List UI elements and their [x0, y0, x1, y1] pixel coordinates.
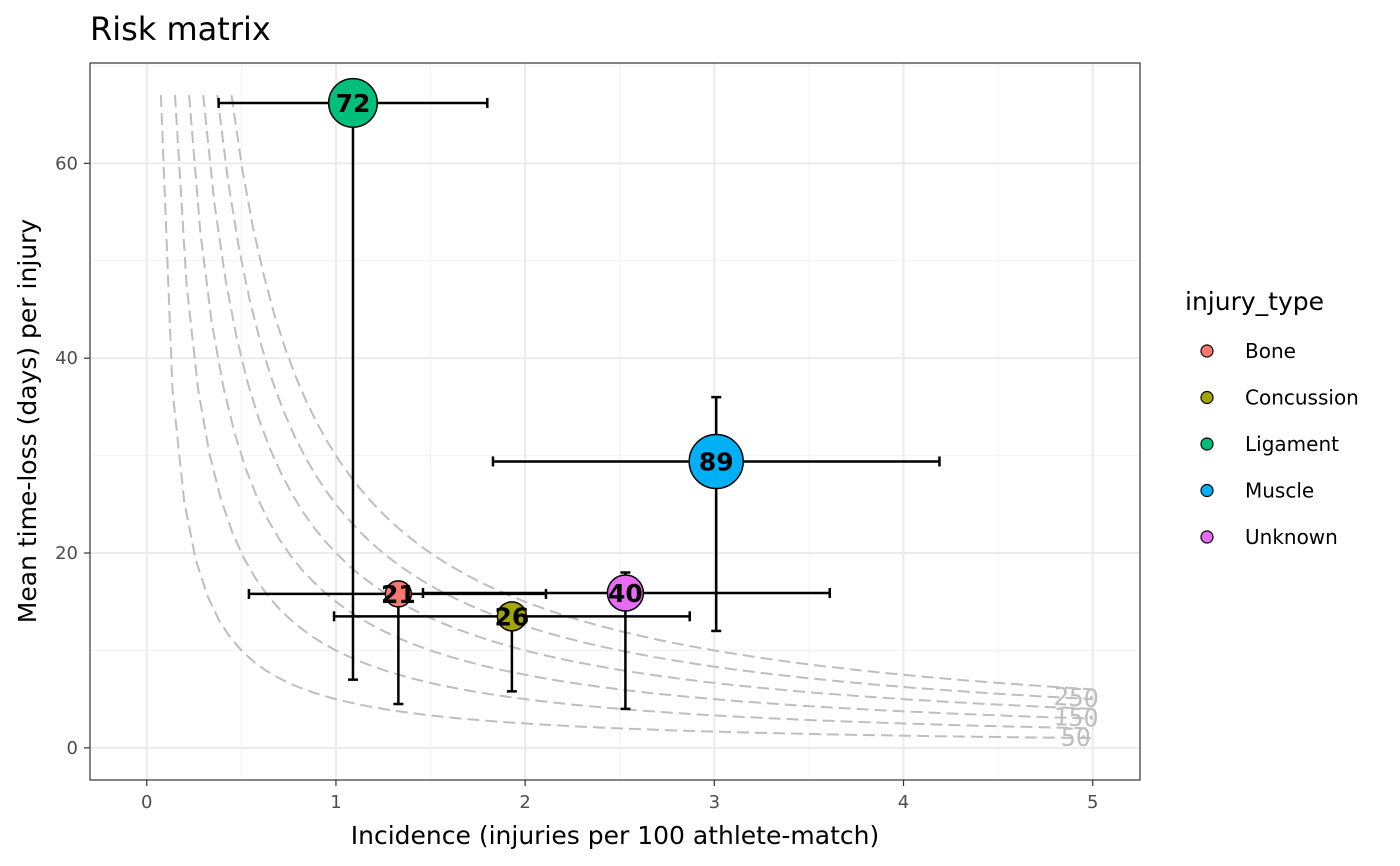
iso-curve: [188, 95, 1093, 720]
x-tick-label: 2: [519, 792, 530, 813]
iso-curve: [174, 95, 1093, 730]
y-tick-label: 20: [55, 543, 78, 564]
grid-major: [90, 63, 1140, 780]
legend: injury_type Bone Concussion Ligament Muscle…: [1185, 287, 1359, 549]
data-points: [327, 77, 744, 632]
y-tick-label: 60: [55, 153, 78, 174]
legend-key-muscle: [1200, 483, 1214, 498]
iso-label: 250: [1053, 682, 1100, 713]
x-tick-label: 4: [898, 792, 909, 813]
legend-key-unknown: [1200, 530, 1214, 544]
legend-label-unknown: Unknown: [1245, 525, 1338, 549]
iso-curve: [216, 94, 1093, 701]
legend-label-muscle: Muscle: [1245, 479, 1314, 503]
iso-label: 50: [1061, 723, 1091, 752]
iso-label: 150: [1053, 702, 1099, 732]
point-label-ligament: 72: [336, 89, 371, 118]
plot-background: [90, 63, 1140, 780]
legend-title: injury_type: [1185, 287, 1324, 316]
iso-curve: [230, 94, 1093, 691]
y-tick-label: 0: [67, 738, 78, 759]
point-muscle: [688, 433, 744, 490]
x-axis-title: Incidence (injuries per 100 athlete-matc…: [351, 821, 879, 850]
point-label-unknown: 40: [608, 579, 643, 608]
legend-label-ligament: Ligament: [1245, 432, 1339, 456]
y-axis: 0 20 40 60: [55, 153, 90, 759]
point-label-bone: 21: [381, 580, 416, 609]
y-axis-title: Mean time-loss (days) per injury: [13, 219, 42, 624]
legend-key-ligament: [1200, 437, 1214, 451]
point-ligament: [327, 77, 379, 128]
point-label-concussion: 26: [494, 602, 529, 631]
point-labels: 21 26 72 89 40: [336, 89, 734, 631]
point-unknown: [606, 574, 645, 612]
legend-key-bone: [1200, 344, 1214, 358]
x-axis: 0 1 2 3 4 5: [141, 780, 1098, 813]
iso-curve: [159, 95, 1093, 740]
point-bone: [384, 580, 413, 608]
x-tick-label: 3: [709, 792, 720, 813]
point-concussion: [496, 601, 528, 632]
x-tick-label: 1: [330, 792, 341, 813]
chart-title: Risk matrix: [90, 10, 271, 48]
point-label-muscle: 89: [699, 447, 734, 476]
x-tick-label: 0: [141, 792, 152, 813]
legend-key-concussion: [1200, 390, 1214, 405]
x-tick-label: 5: [1087, 792, 1098, 813]
iso-burden-curves: [159, 94, 1093, 740]
legend-label-bone: Bone: [1245, 339, 1296, 363]
grid-minor: [90, 63, 1140, 780]
plot-border: [89, 62, 1141, 781]
legend-label-concussion: Concussion: [1245, 386, 1359, 410]
y-tick-label: 40: [55, 348, 78, 369]
legend-items: Bone Concussion Ligament Muscle Unknown: [1200, 339, 1359, 549]
iso-curve: [202, 94, 1093, 710]
